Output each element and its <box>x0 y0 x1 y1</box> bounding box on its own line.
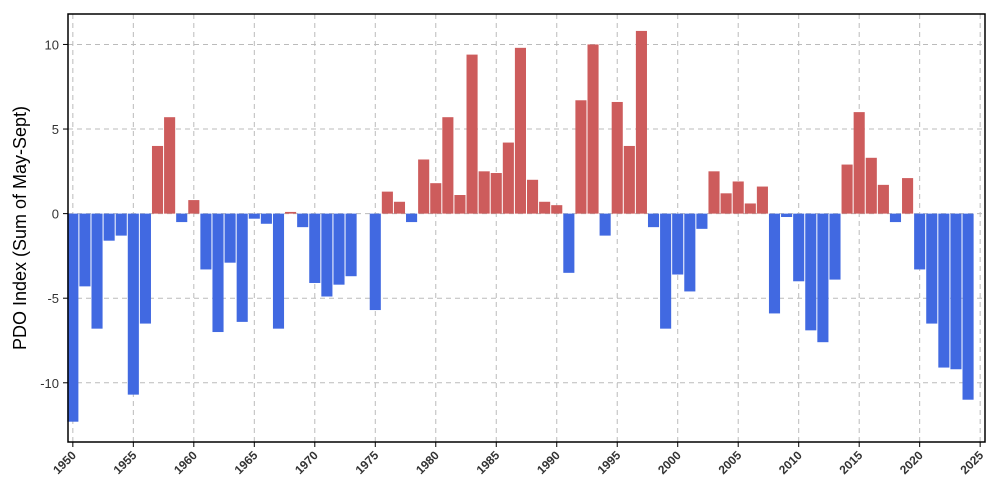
bar-1971 <box>321 213 333 297</box>
bar-1996 <box>623 145 635 214</box>
bar-1970 <box>309 213 321 283</box>
bar-1957 <box>151 145 164 214</box>
bar-2012 <box>817 213 829 343</box>
bar-2011 <box>805 213 817 331</box>
y-axis-title: PDO Index (Sum of May-Sept) <box>10 106 30 350</box>
y-axis-ticks: -10 -5 0 5 10 <box>40 37 68 391</box>
bar-1972 <box>333 213 345 285</box>
bar-1964 <box>236 213 248 322</box>
bar-2022 <box>938 213 950 368</box>
bar-1966 <box>260 213 272 224</box>
bar-2021 <box>926 213 938 324</box>
bar-1998 <box>647 213 660 228</box>
bar-1990 <box>551 205 563 214</box>
bar-1991 <box>563 213 575 273</box>
bar-2005 <box>732 181 744 214</box>
bar-1986 <box>502 142 514 214</box>
bar-2010 <box>793 213 805 282</box>
bar-1999 <box>660 213 672 329</box>
bar-2015 <box>853 112 865 214</box>
bar-1995 <box>611 101 623 214</box>
bar-2016 <box>865 157 877 214</box>
bar-1978 <box>406 213 418 223</box>
bar-2014 <box>841 164 853 214</box>
y-tick-label: 0 <box>52 207 59 222</box>
bar-1963 <box>224 213 236 263</box>
bar-2007 <box>756 186 768 214</box>
bar-1965 <box>248 213 260 219</box>
bar-1960 <box>188 200 200 214</box>
bar-2002 <box>696 213 708 229</box>
bar-1962 <box>212 213 224 333</box>
bar-2019 <box>902 178 914 214</box>
y-tick-label: -10 <box>40 376 59 391</box>
bar-1992 <box>575 100 587 214</box>
bar-1956 <box>139 213 151 324</box>
bar-1982 <box>454 195 466 214</box>
bar-1967 <box>272 213 285 329</box>
y-tick-label: 5 <box>52 122 59 137</box>
bar-2023 <box>950 213 962 370</box>
bar-1981 <box>442 117 454 214</box>
y-tick-label: -5 <box>47 291 59 306</box>
bar-2008 <box>768 213 781 314</box>
bar-1980 <box>430 183 442 214</box>
bar-2000 <box>672 213 684 275</box>
bar-1953 <box>103 213 115 241</box>
bar-2013 <box>829 213 841 280</box>
bar-1961 <box>200 213 212 270</box>
bar-2004 <box>720 193 732 214</box>
y-tick-label: 10 <box>45 37 59 52</box>
bar-1975 <box>369 213 381 311</box>
bar-1969 <box>297 213 309 228</box>
bar-2024 <box>962 213 974 400</box>
bar-1993 <box>587 44 599 214</box>
bar-1968 <box>285 211 297 214</box>
bar-1979 <box>418 159 430 214</box>
plot-frame <box>67 13 986 443</box>
bar-1997 <box>635 30 647 214</box>
bar-1977 <box>393 201 406 214</box>
bar-2009 <box>781 213 793 218</box>
bar-1987 <box>514 47 526 214</box>
bar-2001 <box>684 213 696 292</box>
bar-2017 <box>877 184 889 214</box>
bar-1983 <box>466 54 478 214</box>
bar-1950 <box>67 213 79 422</box>
bar-1959 <box>176 213 188 223</box>
bar-1984 <box>478 171 490 214</box>
bar-1976 <box>381 191 393 214</box>
bar-1989 <box>539 201 551 214</box>
bar-1988 <box>527 179 539 214</box>
bar-2020 <box>914 213 926 270</box>
bar-1985 <box>490 173 502 214</box>
bar-1951 <box>79 213 91 287</box>
bar-2006 <box>744 203 756 214</box>
bar-1958 <box>164 117 176 214</box>
bar-1994 <box>599 213 611 236</box>
bar-1952 <box>91 213 103 329</box>
bar-1955 <box>127 213 139 395</box>
bar-1973 <box>345 213 357 277</box>
bar-1954 <box>115 213 127 236</box>
bar-2018 <box>889 213 902 223</box>
bar-series <box>67 30 974 422</box>
bar-2003 <box>708 171 720 214</box>
